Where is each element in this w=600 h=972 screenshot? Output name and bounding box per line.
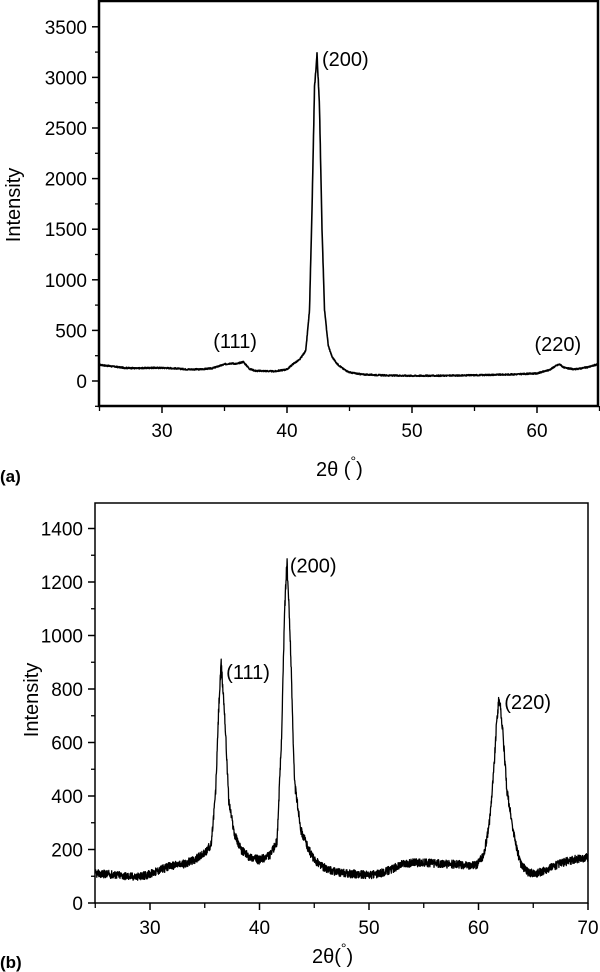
panel-a-label: (a) xyxy=(0,467,21,486)
x-tick-label: 60 xyxy=(468,918,489,939)
x-tick-label: 30 xyxy=(151,421,172,442)
y-tick-label: 0 xyxy=(72,894,83,915)
y-tick-label: 2000 xyxy=(45,170,87,191)
peak-label-220: (220) xyxy=(504,692,551,714)
y-tick-label: 1500 xyxy=(45,220,87,241)
x-tick-label: 40 xyxy=(276,421,297,442)
panel-a-x-axis-title-main: 2θ ( xyxy=(316,459,351,481)
panel-a-x-axis-title: 2θ (°) xyxy=(316,453,363,481)
y-tick-label: 0 xyxy=(76,372,87,393)
x-tick-label: 30 xyxy=(139,918,160,939)
degree-symbol: ° xyxy=(350,453,356,469)
panel-a-x-axis: 30 40 50 60 xyxy=(98,406,600,442)
x-tick-label: 60 xyxy=(526,421,547,442)
panel-a-x-axis-title-close: ) xyxy=(356,459,363,481)
peak-label-111: (111) xyxy=(213,331,257,353)
panel-b-peak-labels: (111) (200) (220) xyxy=(226,556,551,714)
panel-b-plot-frame xyxy=(94,502,589,904)
x-tick-label: 50 xyxy=(401,421,422,442)
panel-b-x-axis-title-close: ) xyxy=(347,946,354,968)
panel-b-label: (b) xyxy=(0,953,22,972)
panel-b-x-axis-title-main: 2θ( xyxy=(312,946,341,968)
panel-a-y-axis: 0 500 1000 1500 2000 2500 3000 3500 xyxy=(45,18,99,407)
x-tick-label: 50 xyxy=(358,918,379,939)
y-tick-label: 200 xyxy=(51,841,83,862)
y-tick-label: 1000 xyxy=(41,627,83,648)
panel-a-xrd-trace xyxy=(99,52,599,378)
panel-b-xrd-trace xyxy=(94,558,589,881)
panel-b-y-axis-title-rotated: Intensity xyxy=(21,663,43,737)
panel-a-chart: 0 500 1000 1500 2000 2500 3000 3500 30 40 50 60 (1… xyxy=(0,0,600,486)
y-tick-label: 3000 xyxy=(45,68,87,89)
y-tick-label: 600 xyxy=(51,734,83,755)
y-tick-label: 800 xyxy=(51,680,83,701)
panel-a-y-axis-title: Intensity xyxy=(3,168,25,242)
y-tick-label: 400 xyxy=(51,787,83,808)
panel-b-chart: 0 200 400 600 800 1000 1200 1400 30 40 50 60 70 (11… xyxy=(0,502,599,972)
panel-a-peak-labels: (111) (200) (220) xyxy=(213,49,581,356)
y-tick-label: 2500 xyxy=(45,119,87,140)
y-tick-label: 1200 xyxy=(41,573,83,594)
degree-symbol: ° xyxy=(341,940,347,956)
peak-label-200: (200) xyxy=(290,556,337,578)
peak-label-220: (220) xyxy=(535,334,582,356)
x-tick-label: 70 xyxy=(577,918,598,939)
panel-b-x-axis-title: 2θ(°) xyxy=(312,940,353,968)
peak-label-111: (111) xyxy=(226,662,270,684)
y-tick-label: 1000 xyxy=(45,271,87,292)
peak-label-200: (200) xyxy=(322,49,369,71)
x-tick-label: 40 xyxy=(249,918,270,939)
y-tick-label: 500 xyxy=(55,321,87,342)
y-tick-label: 1400 xyxy=(41,520,83,541)
y-tick-label: 3500 xyxy=(45,18,87,39)
panel-b-y-axis: 0 200 400 600 800 1000 1200 1400 xyxy=(41,520,95,915)
panel-b-x-axis: 30 40 50 60 70 xyxy=(94,903,599,939)
